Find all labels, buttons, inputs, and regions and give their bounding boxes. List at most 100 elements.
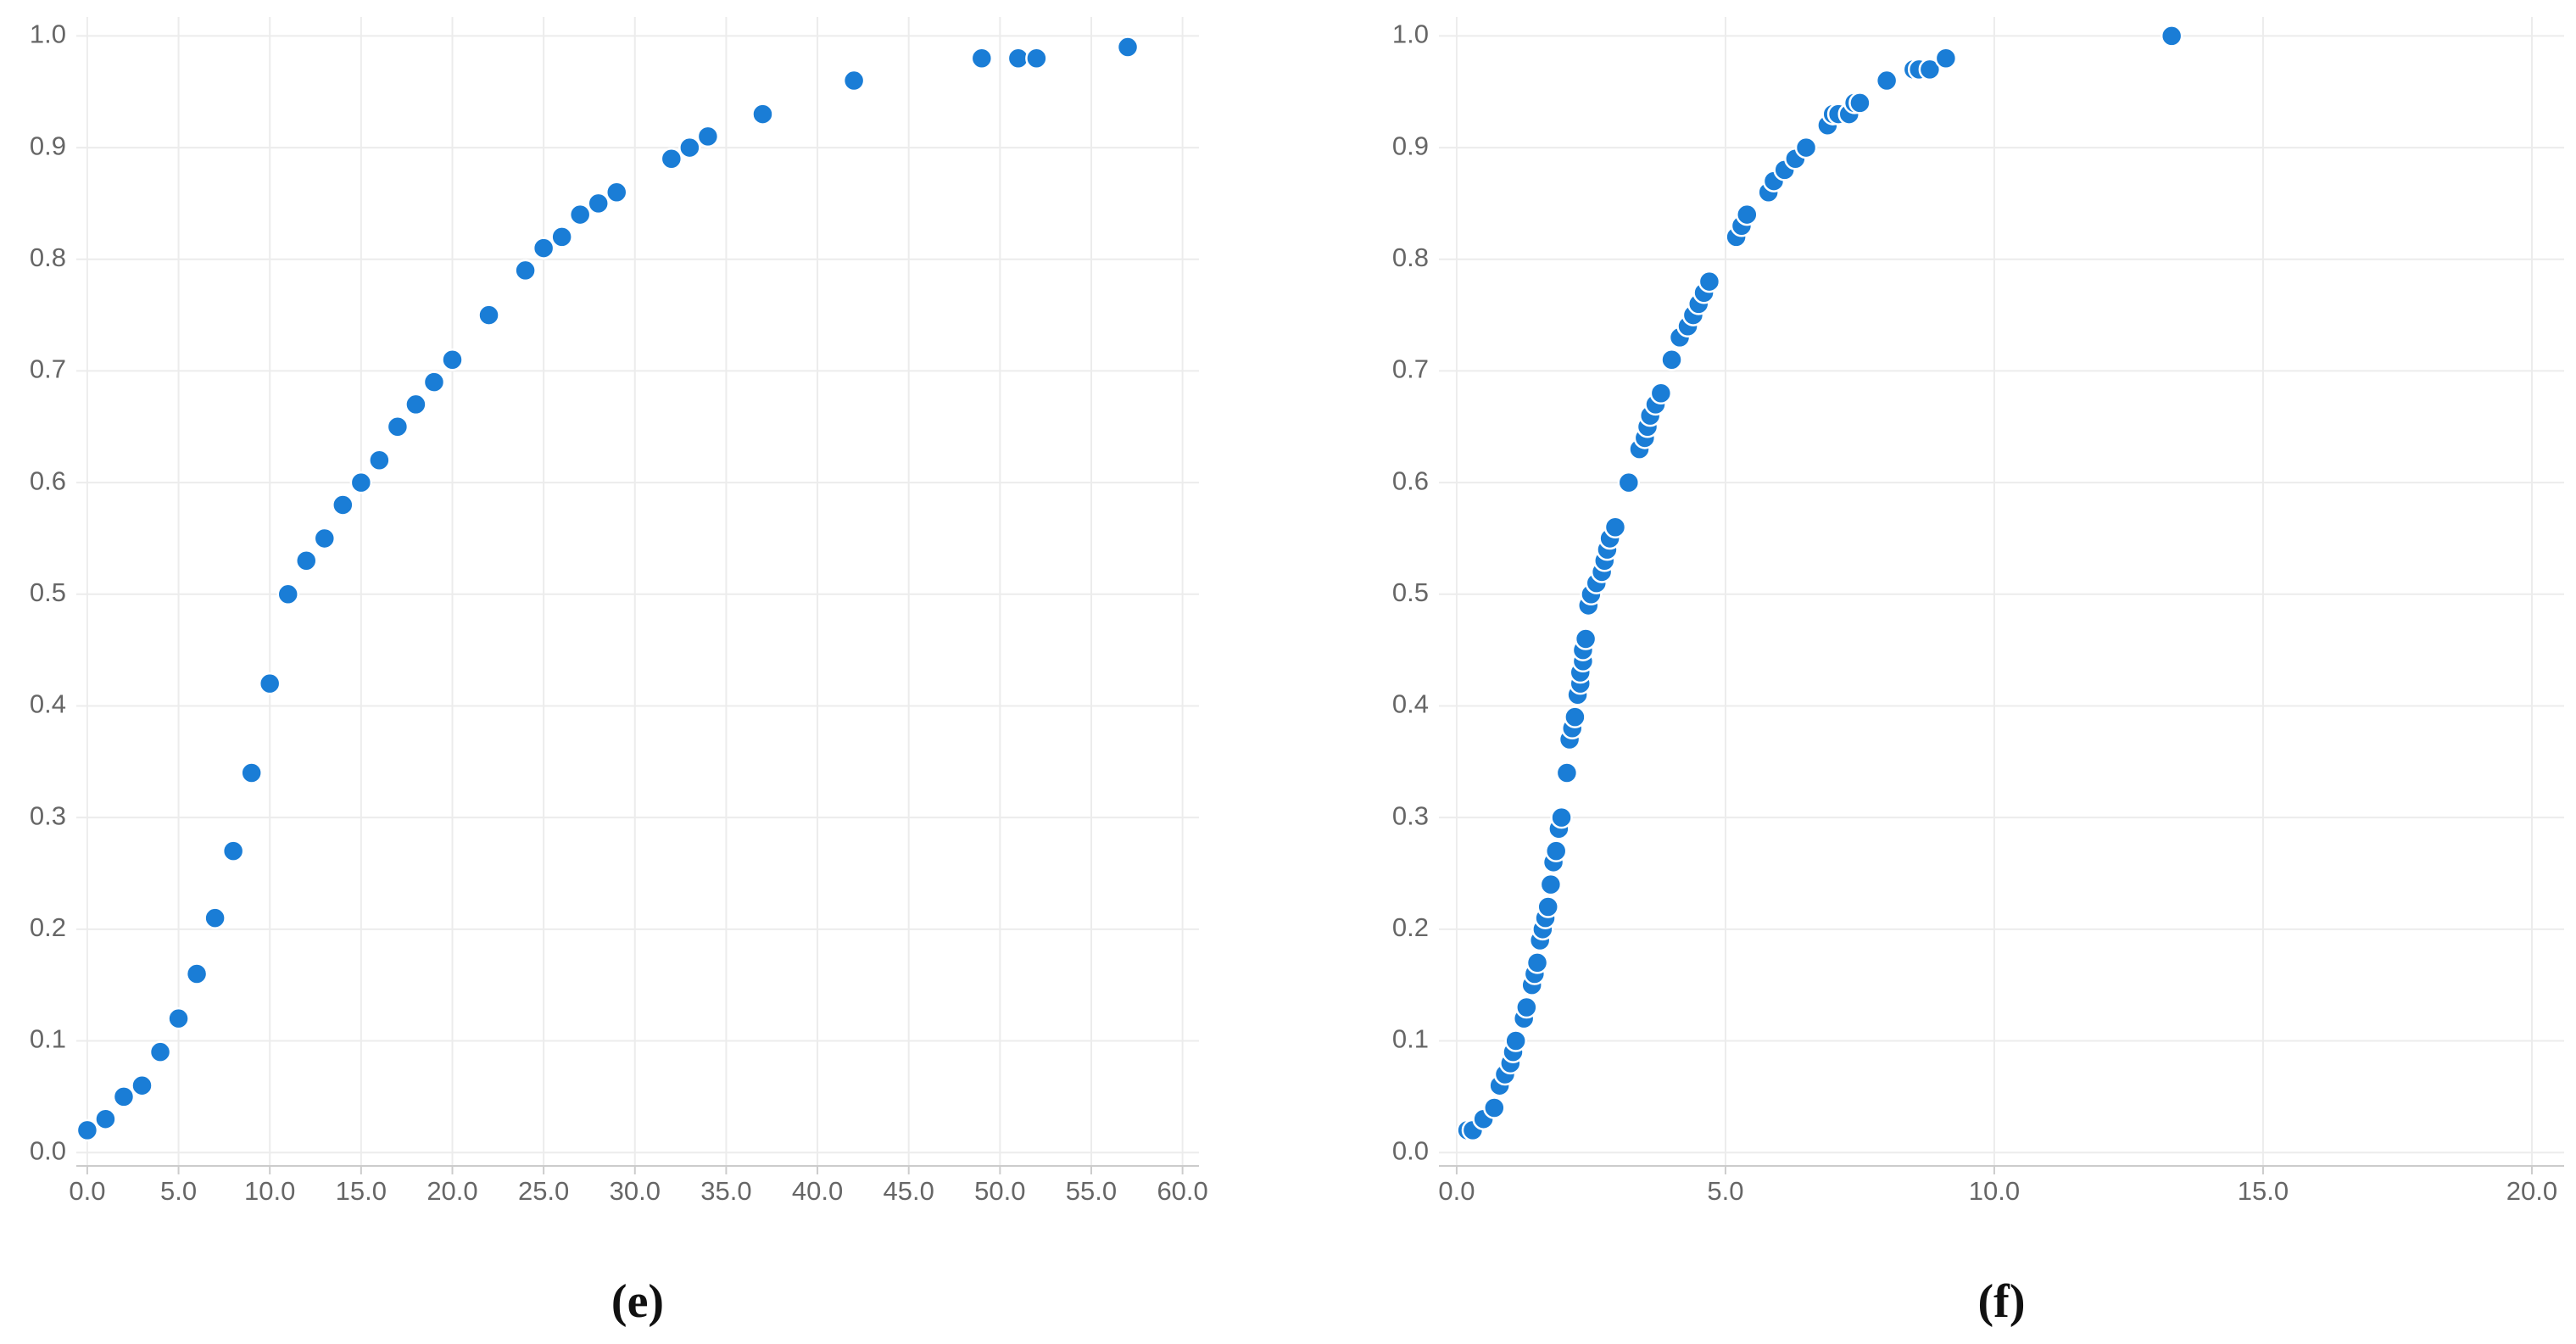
point: [258, 672, 282, 695]
y-tick-label: 0.6: [1392, 466, 1429, 495]
point: [313, 527, 337, 550]
point: [368, 449, 391, 472]
point: [550, 226, 573, 248]
point: [131, 1074, 153, 1097]
y-tick-label: 0.3: [1392, 800, 1429, 830]
point: [204, 906, 226, 929]
y-tick-label: 0.0: [1392, 1135, 1429, 1165]
point: [404, 393, 427, 416]
y-tick-label: 0.3: [30, 800, 66, 830]
point: [185, 962, 209, 985]
point: [1555, 761, 1579, 784]
x-tick-label: 45.0: [884, 1176, 934, 1206]
x-tick-label: 40.0: [792, 1176, 843, 1206]
caption: (e): [611, 1275, 664, 1328]
y-tick-label: 0.7: [1392, 354, 1429, 384]
y-tick-label: 0.0: [30, 1135, 66, 1165]
y-tick-label: 1.0: [30, 20, 66, 49]
point: [1550, 806, 1573, 829]
point: [1875, 69, 1899, 92]
y-tick-label: 0.5: [30, 577, 66, 607]
point: [1698, 270, 1721, 293]
point: [970, 47, 994, 70]
x-tick-label: 15.0: [2238, 1176, 2289, 1206]
x-tick-label: 0.0: [1438, 1176, 1475, 1206]
point: [240, 761, 263, 784]
point: [148, 1040, 172, 1063]
y-tick-label: 0.4: [30, 689, 66, 719]
point: [75, 1118, 99, 1142]
x-tick-label: 55.0: [1066, 1176, 1117, 1206]
point: [221, 839, 245, 862]
y-tick-label: 0.2: [1392, 912, 1429, 942]
x-tick-label: 25.0: [518, 1176, 569, 1206]
y-tick-label: 0.1: [30, 1024, 66, 1054]
x-tick-label: 20.0: [427, 1176, 477, 1206]
point: [1794, 136, 1818, 159]
point: [167, 1007, 190, 1030]
point: [587, 192, 610, 215]
point: [1025, 47, 1048, 70]
point: [1525, 951, 1549, 974]
point: [1536, 895, 1559, 918]
y-tick-label: 0.2: [30, 912, 66, 942]
point: [1603, 516, 1627, 539]
point: [441, 349, 464, 371]
point: [1649, 382, 1673, 405]
point: [1483, 1096, 1506, 1119]
point: [514, 259, 537, 282]
point: [1539, 873, 1563, 896]
point: [332, 494, 354, 516]
point: [1116, 36, 1140, 59]
y-tick-label: 0.1: [1392, 1024, 1429, 1054]
point: [660, 147, 683, 170]
point: [349, 471, 373, 494]
point: [2160, 25, 2183, 47]
point: [422, 371, 446, 393]
x-tick-label: 35.0: [700, 1176, 751, 1206]
point: [1515, 995, 1538, 1019]
point: [477, 304, 500, 326]
point: [1934, 47, 1958, 70]
x-tick-label: 20.0: [2506, 1176, 2557, 1206]
point: [276, 583, 299, 606]
y-tick-label: 0.8: [30, 243, 66, 272]
point: [532, 237, 555, 259]
y-tick-label: 0.9: [30, 131, 66, 160]
x-tick-label: 60.0: [1157, 1176, 1207, 1206]
point: [696, 125, 720, 148]
y-tick-label: 0.5: [1392, 577, 1429, 607]
point: [94, 1107, 117, 1130]
y-tick-label: 0.8: [1392, 243, 1429, 272]
point: [842, 69, 866, 92]
x-tick-label: 10.0: [244, 1176, 295, 1206]
y-tick-label: 0.9: [1392, 131, 1429, 160]
point: [1736, 203, 1759, 226]
point: [678, 136, 701, 159]
caption: (f): [1978, 1275, 2026, 1328]
y-tick-label: 0.7: [30, 354, 66, 384]
x-tick-label: 15.0: [336, 1176, 387, 1206]
x-tick-label: 5.0: [160, 1176, 197, 1206]
point: [112, 1085, 136, 1108]
point: [1617, 471, 1641, 494]
point: [605, 181, 628, 204]
x-tick-label: 10.0: [1969, 1176, 2020, 1206]
y-tick-label: 0.6: [30, 466, 66, 495]
point: [1564, 705, 1586, 728]
x-tick-label: 50.0: [974, 1176, 1025, 1206]
point: [1574, 627, 1597, 650]
point: [295, 549, 318, 572]
point: [1848, 92, 1871, 114]
point: [386, 415, 410, 438]
x-tick-label: 5.0: [1707, 1176, 1743, 1206]
y-tick-label: 1.0: [1392, 20, 1429, 49]
point: [1660, 349, 1683, 371]
point: [1918, 58, 1942, 81]
point: [568, 203, 592, 226]
point: [1504, 1029, 1527, 1052]
x-tick-label: 0.0: [69, 1176, 105, 1206]
y-tick-label: 0.4: [1392, 689, 1429, 719]
point: [1544, 839, 1568, 862]
